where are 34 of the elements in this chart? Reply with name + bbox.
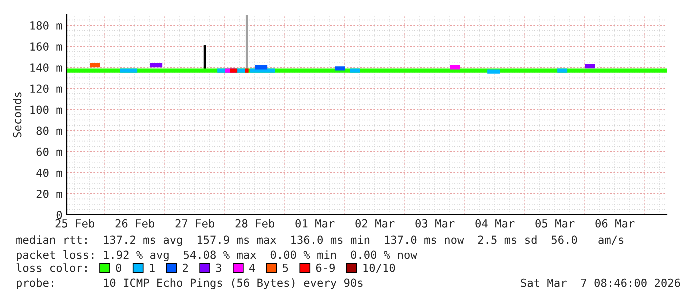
y-tick-label: 60 m [36,148,62,156]
y-tick-label: 160 m [30,42,62,51]
y-tick-label: 80 m [36,126,62,136]
y-tick-label: 100 m [30,106,62,114]
x-tick-label: 27 Feb [176,219,214,228]
legend-label: 6-9 [316,264,336,272]
legend-title: loss color: [16,264,87,272]
legend-label: 4 [250,264,256,272]
legend-label: 1 [150,264,155,272]
x-tick-label: 25 Feb [56,219,94,228]
legend-label: 5 [283,264,288,272]
text: Sat Mar 7 08:46:00 2026 [521,278,680,288]
x-tick-label: 02 Mar [356,219,395,228]
y-tick-label: 120 m [30,84,62,94]
x-tick-label: 01 Mar [296,219,335,228]
text: median rtt: 137.2 ms avg 157.9 ms max 136.0 ms min 137.0 ms now 2.5 ms sd 56.0 am/s [16,236,624,246]
y-axis-title: Seconds [13,92,22,138]
y-tick-label: 140 m [30,64,62,72]
legend-label: 3 [216,264,222,272]
x-tick-label: 26 Feb [116,219,154,228]
y-tick-label: 20 m [36,190,62,198]
text: probe: 10 ICMP Echo Pings (56 Bytes) every 90s [17,278,363,290]
x-tick-label: 06 Mar [596,219,635,228]
x-tick-label: 03 Mar [416,219,455,228]
y-tick-label: 180 m [30,22,62,30]
legend-label: 2 [183,264,188,272]
text: packet loss: 1.92 % avg 54.08 % max 0.00 % min 0.00 % now [17,250,418,262]
x-tick-label: 05 Mar [536,219,575,228]
legend-label: 10/10 [364,264,396,274]
x-tick-label: 04 Mar [476,219,515,228]
x-tick-label: 28 Feb [236,219,274,228]
legend-label: 0 [116,264,122,272]
y-tick-label: 0 [56,211,62,220]
y-tick-label: 40 m [36,168,62,178]
